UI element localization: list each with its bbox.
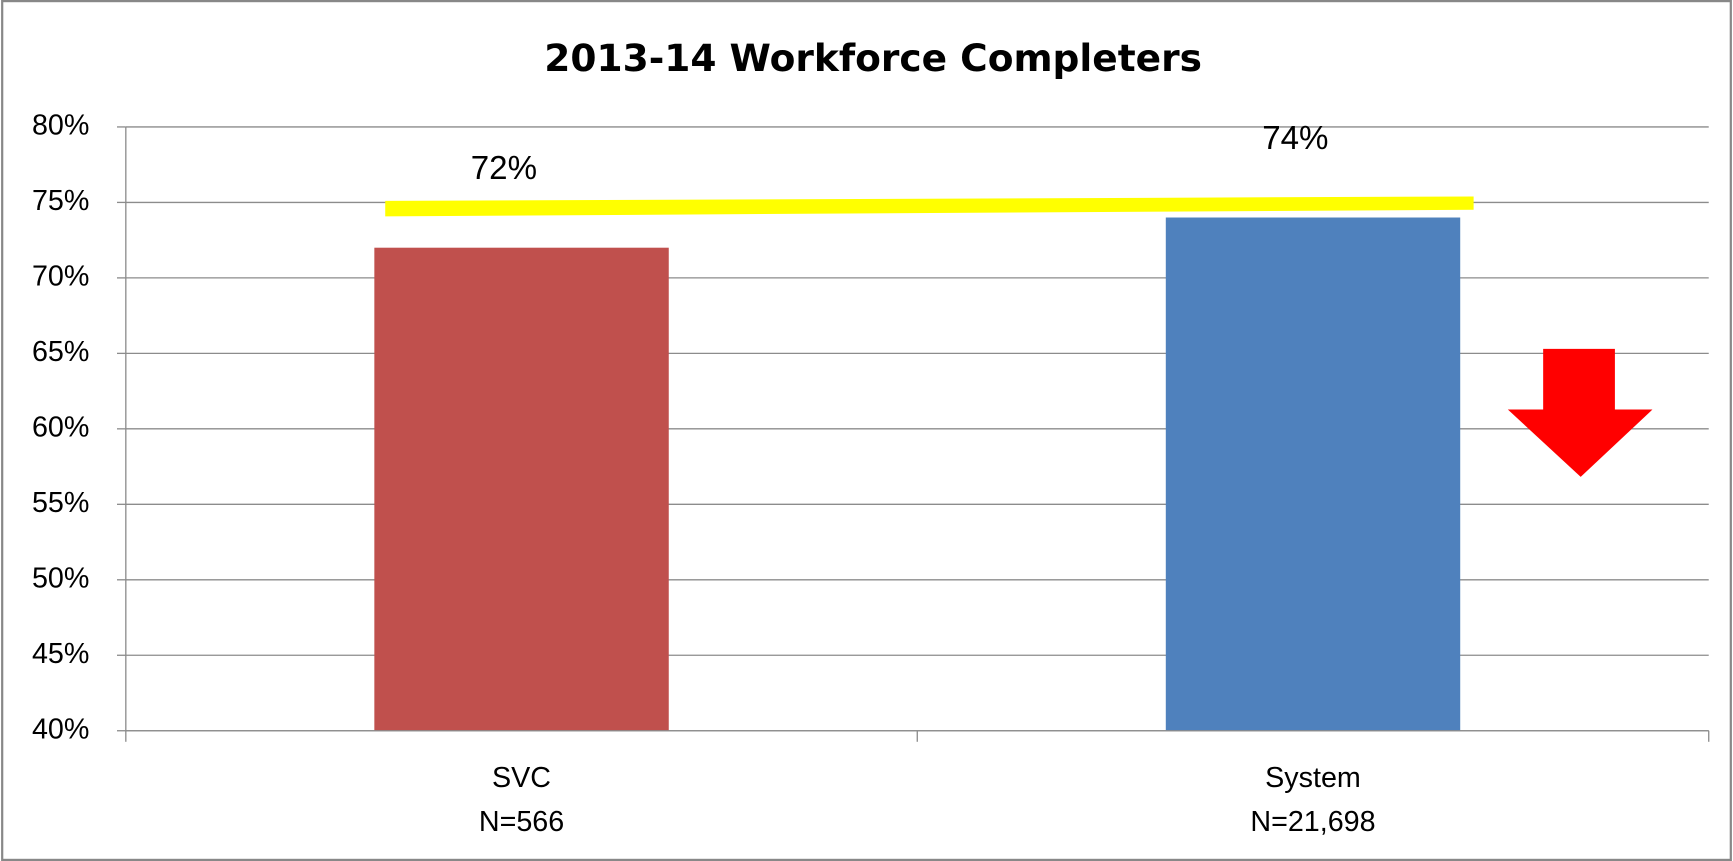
y-tick-label: 65% <box>32 336 89 368</box>
x-tick-label: SVC <box>492 762 551 794</box>
y-tick-label: 50% <box>32 562 89 594</box>
value-label: 74% <box>1262 120 1328 157</box>
y-tick-label: 45% <box>32 638 89 670</box>
chart-title: 2013-14 Workforce Completers <box>544 36 1202 80</box>
y-tick-label: 70% <box>32 260 89 292</box>
down-arrow <box>1507 348 1653 477</box>
bar <box>374 247 669 731</box>
y-tick-label: 40% <box>32 713 89 745</box>
value-label: 72% <box>471 150 537 187</box>
y-tick-label: 80% <box>32 110 89 142</box>
bar <box>1165 217 1461 731</box>
y-tick-label: 60% <box>32 411 89 443</box>
x-tick-label: N=21,698 <box>1250 806 1375 838</box>
y-tick-label: 55% <box>32 487 89 519</box>
y-tick-label: 75% <box>32 185 89 217</box>
x-tick-label: N=566 <box>479 806 564 838</box>
x-tick-label: System <box>1265 762 1361 794</box>
highlight-line <box>385 196 1474 217</box>
